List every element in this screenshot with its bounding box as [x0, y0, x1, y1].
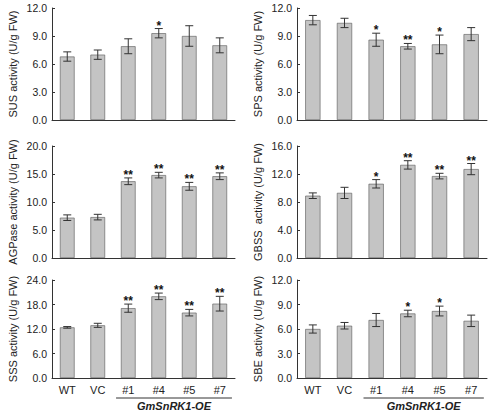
svg-text:**: ** [154, 283, 164, 297]
svg-text:0.0: 0.0 [277, 114, 292, 126]
svg-text:6.0: 6.0 [277, 323, 292, 335]
svg-text:#4: #4 [402, 384, 414, 396]
svg-text:16.0: 16.0 [272, 140, 293, 152]
svg-text:0.0: 0.0 [32, 252, 47, 264]
svg-text:#1: #1 [370, 384, 382, 396]
svg-text:12.0: 12.0 [272, 168, 293, 180]
svg-text:3.0: 3.0 [277, 348, 292, 360]
svg-text:**: ** [124, 294, 134, 308]
svg-text:12.0: 12.0 [272, 2, 293, 14]
svg-text:VC: VC [337, 384, 352, 396]
svg-text:GmSnRK1-OE: GmSnRK1-OE [387, 400, 462, 412]
svg-text:#4: #4 [153, 384, 165, 396]
svg-text:**: ** [466, 154, 476, 168]
svg-text:6.0: 6.0 [277, 58, 292, 70]
svg-text:6.0: 6.0 [32, 348, 47, 360]
svg-text:SUS activity (U/g FW): SUS activity (U/g FW) [7, 11, 19, 118]
svg-text:WT: WT [59, 384, 76, 396]
svg-text:**: ** [215, 163, 225, 177]
svg-text:#7: #7 [214, 384, 226, 396]
svg-text:SPS activity (U/g FW): SPS activity (U/g FW) [252, 11, 264, 117]
svg-text:**: ** [185, 299, 195, 313]
svg-text:*: * [156, 19, 161, 33]
svg-text:SSS activity (U/g FW): SSS activity (U/g FW) [7, 276, 19, 382]
svg-text:*: * [437, 296, 442, 310]
svg-text:**: ** [124, 168, 134, 182]
svg-text:8.0: 8.0 [277, 196, 292, 208]
svg-text:**: ** [403, 151, 413, 165]
svg-text:SBE activity (U/g FW): SBE activity (U/g FW) [252, 276, 264, 382]
svg-text:**: ** [154, 162, 164, 176]
svg-text:0.0: 0.0 [32, 372, 47, 384]
svg-text:24.0: 24.0 [27, 274, 48, 286]
svg-text:12.0: 12.0 [27, 323, 48, 335]
svg-text:AGPase activity (U/g FW): AGPase activity (U/g FW) [7, 139, 19, 264]
svg-text:#1: #1 [122, 384, 134, 396]
svg-text:**: ** [403, 33, 413, 47]
svg-text:9.0: 9.0 [277, 30, 292, 42]
svg-text:18.0: 18.0 [27, 299, 48, 311]
svg-text:*: * [405, 300, 410, 314]
svg-text:12.0: 12.0 [272, 274, 293, 286]
svg-text:**: ** [215, 286, 225, 300]
svg-text:WT: WT [304, 384, 321, 396]
svg-text:12.0: 12.0 [27, 2, 48, 14]
svg-text:VC: VC [90, 384, 105, 396]
svg-text:6.0: 6.0 [32, 58, 47, 70]
svg-text:*: * [437, 25, 442, 39]
svg-text:0.0: 0.0 [277, 252, 292, 264]
svg-text:GBSS activity (U/g FW): GBSS activity (U/g FW) [252, 143, 264, 261]
svg-text:*: * [374, 23, 379, 37]
svg-text:0.0: 0.0 [277, 372, 292, 384]
svg-text:20.0: 20.0 [27, 140, 48, 152]
svg-text:#5: #5 [183, 384, 195, 396]
svg-text:9.0: 9.0 [32, 30, 47, 42]
svg-text:**: ** [185, 172, 195, 186]
svg-text:#5: #5 [433, 384, 445, 396]
svg-text:3.0: 3.0 [277, 86, 292, 98]
svg-text:5.0: 5.0 [32, 224, 47, 236]
svg-text:9.0: 9.0 [277, 299, 292, 311]
svg-text:3.0: 3.0 [32, 86, 47, 98]
svg-text:10.0: 10.0 [27, 196, 48, 208]
svg-text:*: * [374, 170, 379, 184]
svg-text:0.0: 0.0 [32, 114, 47, 126]
svg-text:4.0: 4.0 [277, 224, 292, 236]
svg-text:15.0: 15.0 [27, 168, 48, 180]
svg-text:#7: #7 [465, 384, 477, 396]
svg-text:GmSnRK1-OE: GmSnRK1-OE [137, 400, 212, 412]
svg-text:**: ** [435, 163, 445, 177]
